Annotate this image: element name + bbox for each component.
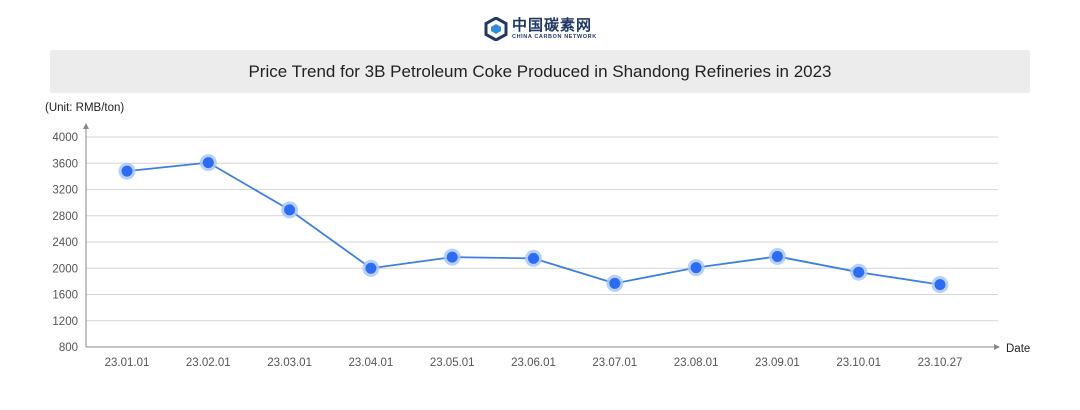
logo: 中国碳素网 CHINA CARBON NETWORK bbox=[484, 14, 597, 44]
chart-title: Price Trend for 3B Petroleum Coke Produc… bbox=[248, 61, 832, 81]
x-tick-label: 23.01.01 bbox=[105, 357, 150, 369]
x-tick-label: 23.09.01 bbox=[755, 357, 800, 369]
y-tick-label: 1200 bbox=[52, 316, 78, 328]
y-tick-label: 2000 bbox=[52, 263, 78, 275]
y-axis-label: (Unit: RMB/ton) bbox=[45, 102, 124, 114]
series bbox=[118, 154, 949, 294]
x-tick-label: 23.05.01 bbox=[430, 357, 475, 369]
data-point bbox=[609, 277, 621, 289]
logo-english-text: CHINA CARBON NETWORK bbox=[512, 33, 597, 40]
chart-title-bar: Price Trend for 3B Petroleum Coke Produc… bbox=[50, 50, 1030, 93]
data-point bbox=[934, 279, 946, 291]
y-tick-label: 4000 bbox=[52, 132, 78, 144]
y-tick-label: 800 bbox=[59, 342, 78, 354]
logo-chinese-text: 中国碳素网 bbox=[512, 15, 593, 34]
x-tick-label: 23.06.01 bbox=[511, 357, 556, 369]
y-axis-arrow bbox=[83, 123, 89, 129]
y-tick-labels: 800 1200 1600 2000 2400 2800 3200 3600 4000 bbox=[52, 132, 78, 354]
grid-lines bbox=[86, 136, 998, 322]
x-tick-labels: 23.01.01 23.02.01 23.03.01 23.04.01 23.05.01… bbox=[105, 357, 963, 369]
data-point bbox=[690, 262, 702, 274]
data-point bbox=[446, 251, 458, 263]
y-tick-label: 3600 bbox=[52, 158, 78, 170]
data-point bbox=[365, 262, 377, 274]
data-point bbox=[853, 266, 865, 278]
x-tick-label: 23.10.01 bbox=[836, 357, 881, 369]
x-tick-label: 23.07.01 bbox=[592, 357, 637, 369]
axes bbox=[83, 123, 1000, 350]
data-point bbox=[528, 252, 539, 264]
x-tick-label: 23.03.01 bbox=[267, 357, 312, 369]
x-tick-label: 23.04.01 bbox=[349, 357, 394, 369]
data-point bbox=[284, 204, 296, 216]
x-axis-arrow bbox=[994, 344, 1000, 350]
y-tick-label: 1600 bbox=[52, 290, 78, 302]
y-tick-label: 2800 bbox=[52, 211, 78, 223]
x-axis-label: Date bbox=[1006, 343, 1030, 355]
y-tick-label: 2400 bbox=[52, 237, 78, 249]
data-point bbox=[121, 165, 133, 177]
data-point bbox=[771, 250, 783, 262]
x-tick-label: 23.08.01 bbox=[674, 357, 719, 369]
y-tick-label: 3200 bbox=[52, 185, 78, 197]
logo-icon bbox=[484, 17, 508, 41]
x-tick-label: 23.02.01 bbox=[186, 357, 231, 369]
x-tick-label: 23.10.27 bbox=[918, 357, 963, 369]
data-point bbox=[202, 157, 214, 169]
